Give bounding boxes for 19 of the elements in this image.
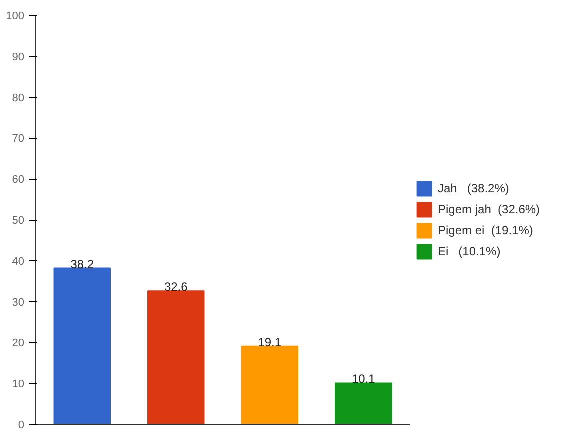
y-tick-label: 10 xyxy=(12,378,25,391)
y-tick-label: 0 xyxy=(18,420,25,432)
y-tick-label: 60 xyxy=(12,174,25,186)
y-tick-label: 100 xyxy=(6,10,25,22)
y-tick-label: 50 xyxy=(12,215,25,227)
legend-label: Pigem ei (19.1%) xyxy=(438,223,534,237)
data-label: 38.2 xyxy=(70,257,94,272)
y-tick-label: 90 xyxy=(12,51,25,64)
data-label: 32.6 xyxy=(164,280,188,294)
data-label: 19.1 xyxy=(258,335,282,350)
y-tick-label: 70 xyxy=(12,133,25,146)
y-tick-label: 40 xyxy=(12,256,25,268)
y-tick-label: 20 xyxy=(12,338,25,350)
legend-label: Jah (38.2%) xyxy=(438,181,510,195)
legend-label: Ei (10.1%) xyxy=(438,244,501,258)
legend-label: Pigem jah (32.6%) xyxy=(438,202,540,216)
data-label: 10.1 xyxy=(352,372,376,386)
y-tick-label: 80 xyxy=(12,92,25,104)
y-tick-label: 30 xyxy=(12,296,25,309)
